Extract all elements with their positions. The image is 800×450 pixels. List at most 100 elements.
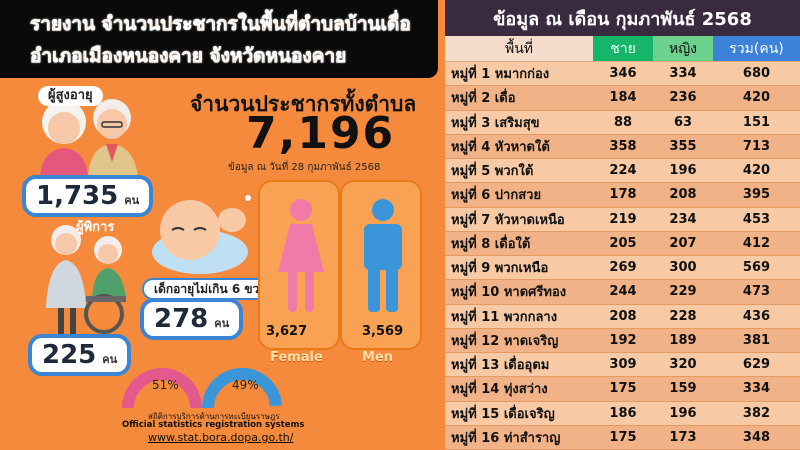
sleeping-baby-icon	[152, 195, 251, 274]
cell-total: 382	[742, 405, 771, 421]
table-row: หมู่ที่ 6 ปากสวย 178 208 395	[445, 183, 800, 208]
cell-male: 358	[609, 138, 637, 154]
elderly-count-box: 1,735 คน	[22, 175, 154, 217]
cell-male: 175	[609, 429, 637, 445]
cell-area: หมู่ที่ 3 เสริมสุข	[451, 115, 540, 131]
male-count: 3,569	[362, 324, 404, 339]
cell-total: 381	[742, 332, 771, 348]
gender-ratio-donuts	[122, 368, 282, 409]
male-box: 3,569	[340, 180, 422, 350]
table-row: หมู่ที่ 3 เสริมสุข 88 63 151	[445, 110, 800, 135]
cell-area: หมู่ที่ 9 พวกเหนือ	[451, 261, 549, 277]
cell-total: 713	[742, 138, 771, 154]
table-row: หมู่ที่ 1 หมากก่อง 346 334 680	[445, 62, 800, 87]
cell-male: 309	[609, 357, 637, 373]
cell-female: 234	[669, 211, 697, 227]
elderly-unit: คน	[124, 194, 140, 207]
cell-area: หมู่ที่ 5 พวกใต้	[451, 164, 534, 180]
cell-female: 63	[673, 114, 693, 130]
source-english: Official statistics registration systems	[122, 420, 305, 430]
total-population-date: ข้อมูล ณ วันที่ 28 กุมภาพันธ์ 2568	[228, 162, 381, 173]
cell-total: 436	[742, 308, 771, 324]
cell-female: 320	[669, 357, 697, 373]
cell-female: 355	[669, 138, 697, 154]
cell-total: 680	[742, 66, 771, 82]
cell-male: 269	[609, 260, 637, 276]
disabled-label: ผู้พิการ	[76, 220, 115, 235]
table-row: หมู่ที่ 16 ท่าสำราญ 175 173 348	[445, 425, 800, 450]
male-label: Men	[362, 350, 394, 365]
cell-male: 346	[609, 66, 637, 82]
cell-total: 420	[742, 90, 771, 106]
total-population-label: จำนวนประชากรทั้งตำบล	[190, 92, 417, 116]
cell-total: 412	[742, 235, 771, 251]
cell-total: 569	[742, 260, 771, 276]
report-title-line2: อำเภอเมืองหนองคาย จังหวัดหนองคาย	[30, 45, 347, 68]
cell-male: 186	[609, 405, 637, 421]
cell-male: 88	[613, 114, 633, 130]
disabled-unit: คน	[102, 353, 118, 366]
cell-area: หมู่ที่ 13 เดื่ออุดม	[451, 358, 550, 374]
cell-female: 173	[669, 429, 697, 445]
cell-male: 244	[609, 284, 637, 300]
children-count-box: 278 คน	[140, 298, 244, 340]
male-icon	[364, 199, 402, 312]
header-area: พื้นที่	[504, 40, 534, 57]
female-icon	[278, 199, 324, 312]
cell-area: หมู่ที่ 15 เดื่อเจริญ	[451, 406, 555, 422]
cell-total: 334	[742, 381, 771, 397]
cell-area: หมู่ที่ 7 หัวหาดเหนือ	[451, 212, 565, 228]
donut-right-pct: 49%	[232, 378, 259, 392]
cell-female: 196	[669, 405, 697, 421]
table-row: หมู่ที่ 11 พวกกลาง 208 228 436	[445, 304, 800, 329]
cell-area: หมู่ที่ 4 หัวหาดใต้	[451, 139, 550, 155]
table-row: หมู่ที่ 10 หาดศรีทอง 244 229 473	[445, 280, 800, 305]
table-row: หมู่ที่ 12 หาดเจริญ 192 189 381	[445, 328, 800, 353]
header-total: รวม(คน)	[713, 36, 800, 61]
header-female: หญิง	[653, 36, 713, 61]
female-box: 3,627	[258, 180, 340, 350]
table-row: หมู่ที่ 15 เดื่อเจริญ 186 196 382	[445, 401, 800, 426]
cell-female: 208	[669, 187, 697, 203]
cell-male: 192	[609, 332, 637, 348]
cell-area: หมู่ที่ 11 พวกกลาง	[451, 309, 558, 325]
disabled-count-box: 225 คน	[28, 334, 132, 376]
cell-area: หมู่ที่ 12 หาดเจริญ	[451, 333, 559, 349]
children-unit: คน	[214, 317, 230, 330]
table-header: พื้นที่ ชาย หญิง รวม(คน)	[445, 36, 800, 62]
table-row: หมู่ที่ 13 เดื่ออุดม 309 320 629	[445, 353, 800, 378]
total-population-value: 7,196	[246, 108, 396, 159]
table-body: หมู่ที่ 1 หมากก่อง 346 334 680 หมู่ที่ 2 เดื…	[445, 62, 800, 450]
cell-area: หมู่ที่ 8 เดื่อใต้	[451, 236, 531, 252]
cell-total: 395	[742, 187, 771, 203]
cell-total: 453	[742, 211, 771, 227]
cell-male: 175	[609, 381, 637, 397]
cell-area: หมู่ที่ 2 เดื่อ	[451, 91, 516, 107]
cell-female: 236	[669, 90, 697, 106]
cell-area: หมู่ที่ 16 ท่าสำราญ	[451, 430, 561, 446]
table-row: หมู่ที่ 7 หัวหาดเหนือ 219 234 453	[445, 207, 800, 232]
cell-total: 473	[742, 284, 771, 300]
elderly-count: 1,735	[36, 181, 119, 211]
header-male: ชาย	[593, 36, 653, 61]
cell-male: 208	[609, 308, 637, 324]
table-title: ข้อมูล ณ เดือน กุมภาพันธ์ 2568	[445, 0, 800, 36]
cell-female: 300	[669, 260, 697, 276]
disabled-count: 225	[42, 340, 97, 370]
wheelchair-couple-icon	[46, 225, 126, 336]
table-row: หมู่ที่ 5 พวกใต้ 224 196 420	[445, 159, 800, 184]
cell-male: 178	[609, 187, 637, 203]
elderly-label: ผู้สูงอายุ	[38, 86, 103, 106]
cell-total: 420	[742, 163, 771, 179]
table-row: หมู่ที่ 14 ทุ่งสว่าง 175 159 334	[445, 377, 800, 402]
cell-female: 334	[669, 66, 697, 82]
elderly-couple-icon	[40, 99, 138, 177]
source-thai: สถิติการบริการด้านการทะเบียนราษฎร	[148, 412, 280, 421]
cell-area: หมู่ที่ 6 ปากสวย	[451, 188, 542, 204]
female-label: Female	[270, 350, 323, 365]
report-title-line1: รายงาน จำนวนประชากรในพื้นที่ตำบลบ้านเดื่…	[30, 13, 411, 36]
source-url-link[interactable]: www.stat.bora.dopa.go.th/	[148, 431, 294, 444]
female-count: 3,627	[266, 324, 308, 339]
cell-area: หมู่ที่ 1 หมากก่อง	[451, 67, 550, 83]
cell-female: 189	[669, 332, 697, 348]
